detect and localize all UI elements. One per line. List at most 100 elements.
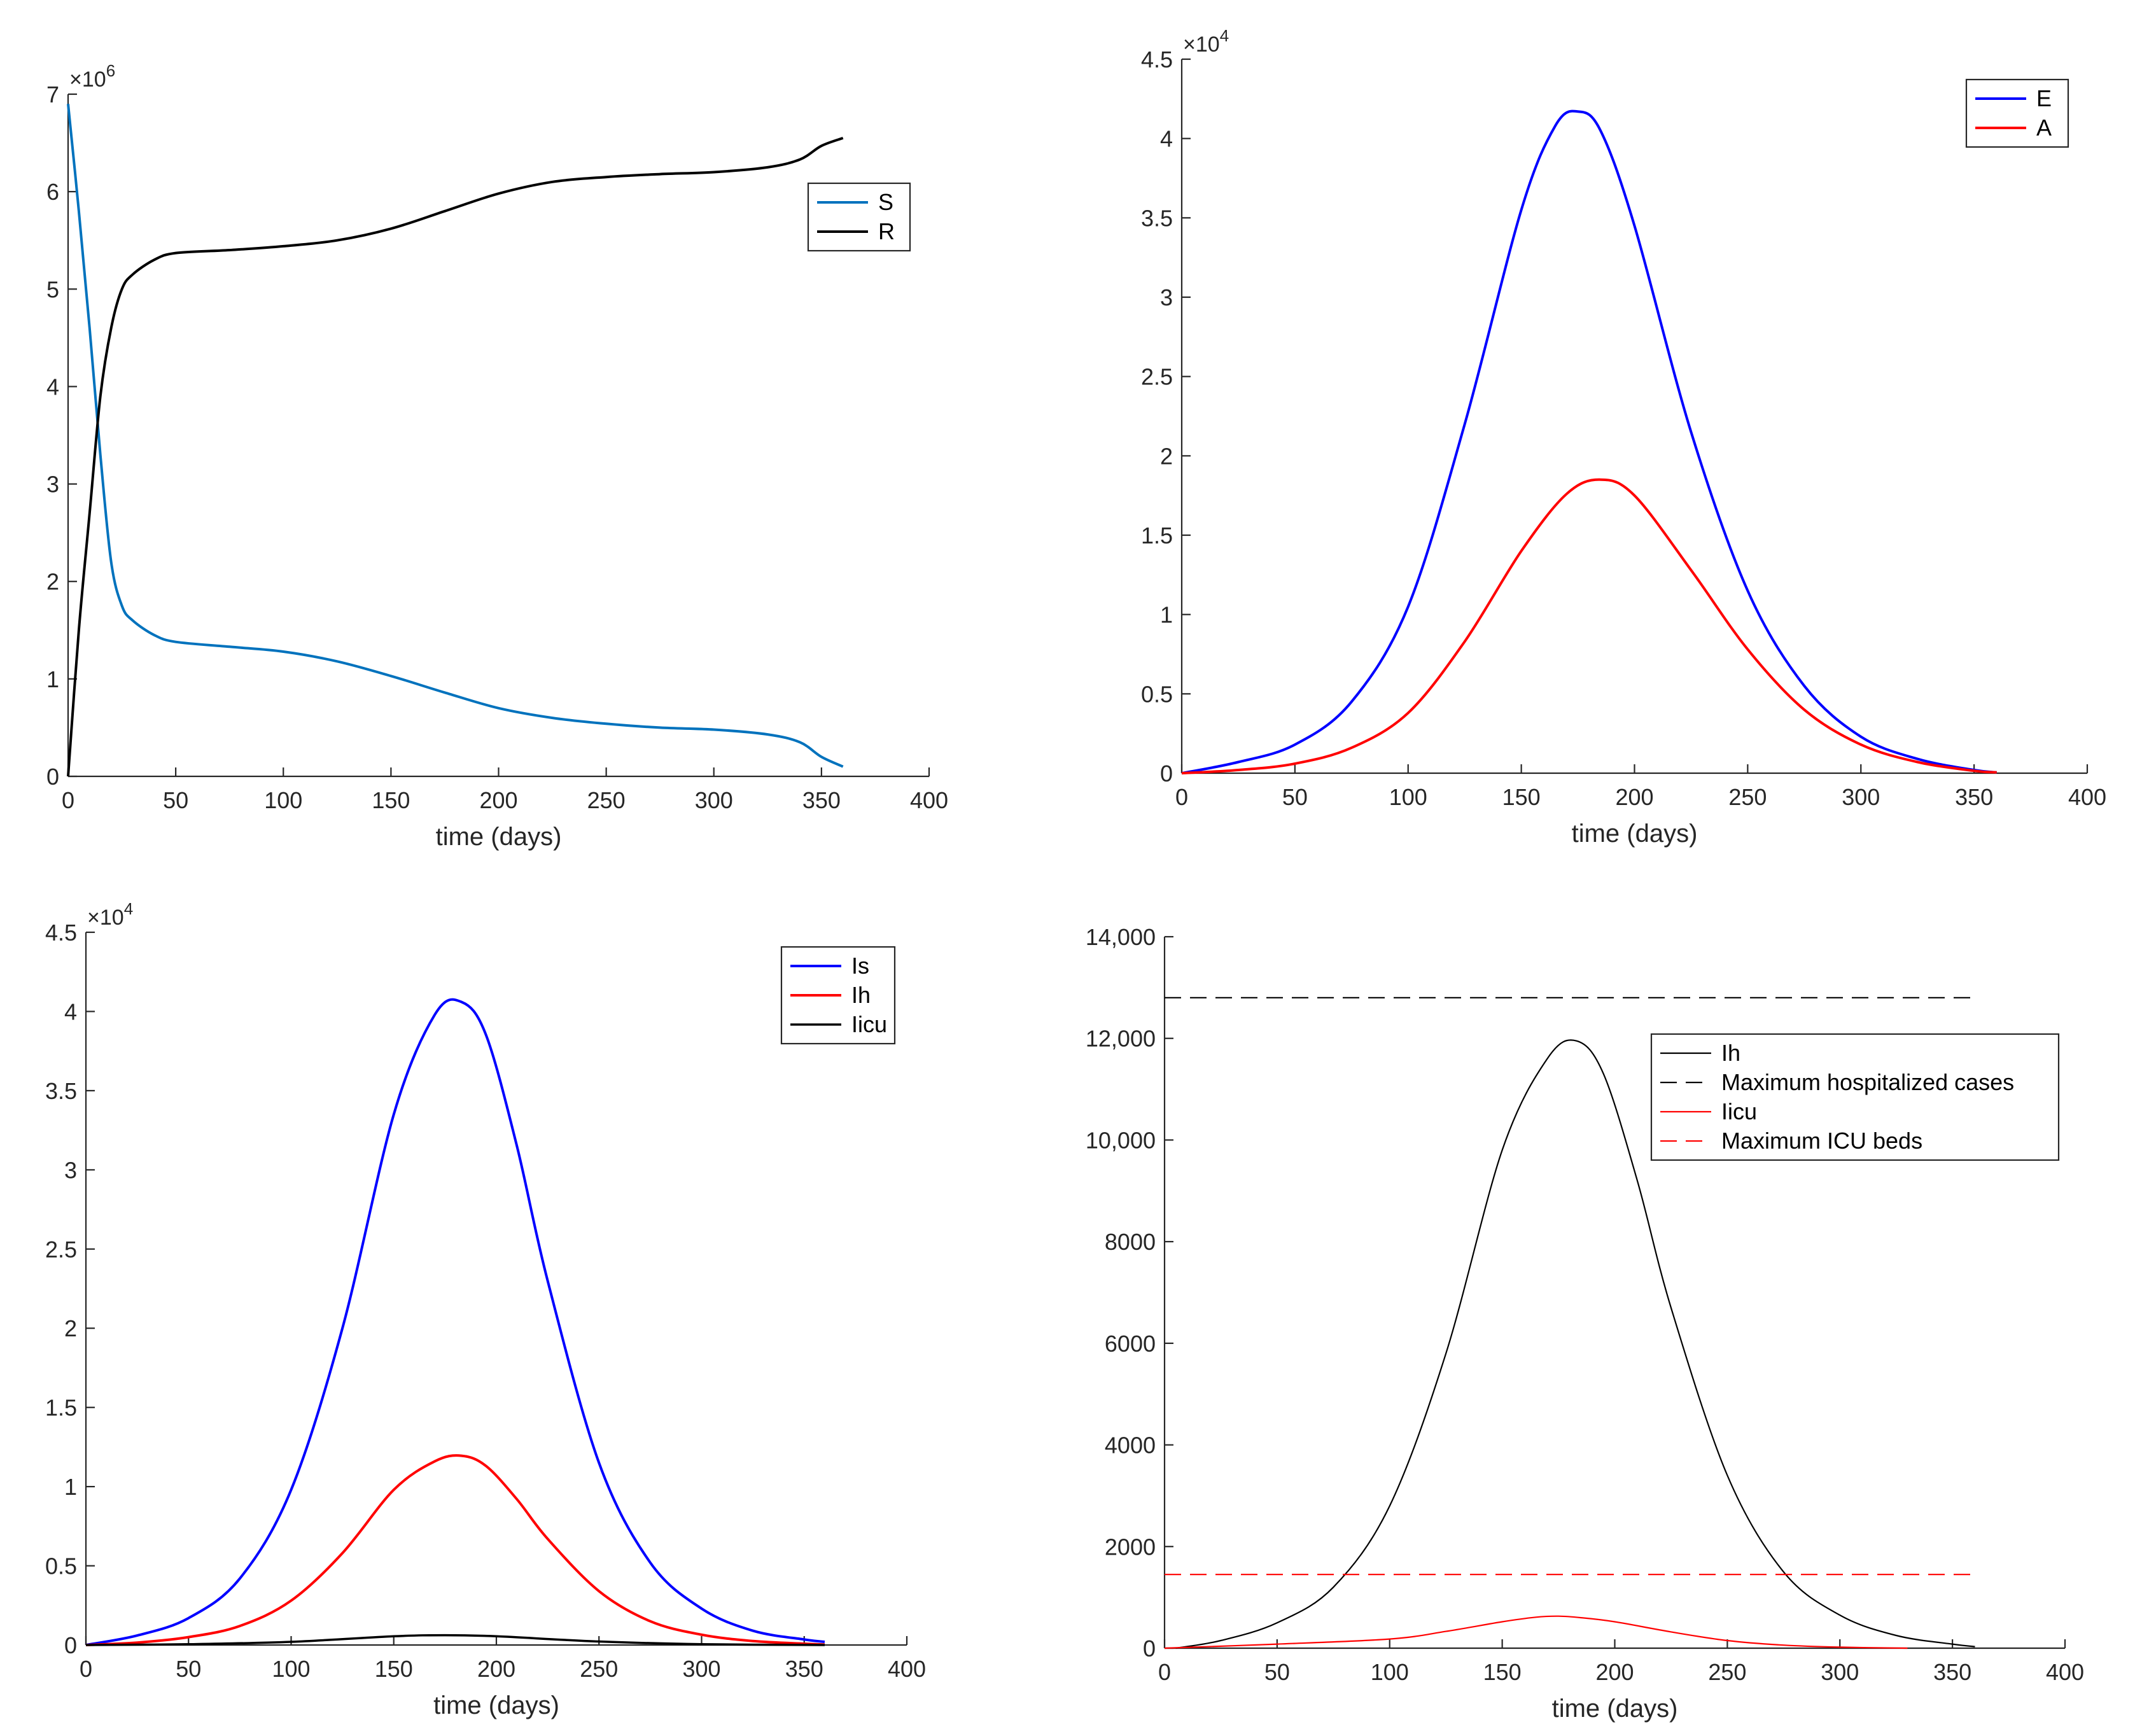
- x-tick-label: 100: [264, 787, 302, 813]
- legend-label: Maximum ICU beds: [1721, 1128, 1922, 1154]
- legend: Is Ih Iicu: [780, 946, 896, 1045]
- y-tick-label: 3.5: [45, 1078, 77, 1104]
- legend: Ih Maximum hospitalized cases Iicu Maximum …: [1650, 1033, 2060, 1161]
- x-tick-label: 250: [587, 787, 626, 813]
- x-tick-label: 150: [372, 787, 410, 813]
- y-tick-label: 4: [64, 998, 77, 1025]
- x-tick-label: 150: [1502, 784, 1541, 810]
- chart-panel-is-ih-iicu: 0 50 100 150 200 250 300 350 400 0 0.5 1 1.5 2 2.5 3 3.5…: [45, 899, 926, 1719]
- x-tick-label: 0: [80, 1656, 92, 1682]
- x-tick-label: 250: [1708, 1659, 1746, 1685]
- y-exponent-label: ×106: [69, 61, 115, 92]
- x-tick-label: 350: [1933, 1659, 1971, 1685]
- y-tick-label: 2: [1160, 443, 1173, 469]
- y-tick-label: 6000: [1105, 1331, 1156, 1357]
- x-tick-label: 50: [163, 787, 188, 813]
- legend-box: [807, 182, 911, 252]
- x-axis-label: time (days): [433, 1691, 559, 1719]
- series-line-a: [1181, 478, 1997, 774]
- x-tick-label: 400: [2046, 1659, 2084, 1685]
- y-tick-label: 5: [46, 276, 59, 302]
- series-line-iicu: [1164, 1615, 1908, 1649]
- y-tick-label: 1: [64, 1474, 77, 1500]
- y-exponent-base: ×10: [87, 906, 124, 930]
- legend-box: [1965, 78, 2069, 148]
- x-tick-label: 350: [1955, 784, 1993, 810]
- x-tick-label: 100: [272, 1656, 310, 1682]
- y-tick-label: 8000: [1105, 1229, 1156, 1255]
- x-tick-label: 100: [1389, 784, 1427, 810]
- y-tick-label: 1: [46, 666, 59, 692]
- series-line-is: [85, 998, 825, 1646]
- x-tick-label: 250: [1728, 784, 1767, 810]
- x-tick-label: 50: [1282, 784, 1308, 810]
- y-tick-label: 0: [64, 1632, 77, 1658]
- y-tick-label: 2.5: [45, 1236, 77, 1263]
- y-tick-label: 1.5: [45, 1395, 77, 1421]
- x-tick-label: 300: [682, 1656, 720, 1682]
- x-tick-label: 200: [477, 1656, 515, 1682]
- y-tick-label: 2: [46, 569, 59, 595]
- legend-label: Is: [851, 953, 869, 979]
- x-tick-label: 200: [1595, 1659, 1634, 1685]
- y-tick-label: 0.5: [1141, 681, 1173, 707]
- y-tick-label: 3: [64, 1157, 77, 1183]
- legend-label: Iicu: [851, 1011, 887, 1037]
- y-tick-label: 3: [1160, 284, 1173, 311]
- x-tick-label: 350: [785, 1656, 823, 1682]
- y-tick-label: 10,000: [1086, 1127, 1156, 1153]
- y-tick-label: 7: [46, 81, 59, 108]
- legend: EA: [1965, 78, 2069, 148]
- x-tick-label: 150: [1483, 1659, 1522, 1685]
- x-tick-label: 300: [1821, 1659, 1859, 1685]
- legend-label: Maximum hospitalized cases: [1721, 1069, 2014, 1095]
- x-tick-label: 0: [1175, 784, 1188, 810]
- x-tick-label: 300: [1842, 784, 1880, 810]
- y-tick-label: 2000: [1105, 1534, 1156, 1560]
- legend-label: S: [878, 189, 893, 215]
- chart-panel-hospital-capacity: 0 50 100 150 200 250 300 350 4000200040006000800…: [1086, 924, 2084, 1723]
- series-line-r: [67, 137, 844, 777]
- x-tick-label: 50: [176, 1656, 201, 1682]
- x-tick-label: 400: [2068, 784, 2106, 810]
- y-tick-label: 2: [64, 1315, 77, 1341]
- y-exponent-base: ×10: [69, 67, 106, 92]
- y-tick-label: 4: [1160, 126, 1173, 152]
- x-tick-label: 400: [888, 1656, 926, 1682]
- x-tick-label: 100: [1371, 1659, 1409, 1685]
- x-axis-label: time (days): [1572, 820, 1698, 848]
- y-tick-label: 14,000: [1086, 924, 1156, 950]
- y-exponent-power: 4: [1220, 26, 1229, 45]
- y-tick-label: 6: [46, 179, 59, 205]
- y-tick-label: 0: [46, 764, 59, 790]
- y-tick-label: 12,000: [1086, 1026, 1156, 1052]
- x-tick-label: 200: [479, 787, 517, 813]
- series-line-s: [67, 104, 844, 768]
- x-tick-label: 200: [1615, 784, 1653, 810]
- y-exponent-power: 4: [124, 899, 133, 918]
- y-exponent-label: ×104: [1183, 26, 1229, 57]
- x-tick-label: 350: [802, 787, 841, 813]
- y-exponent-base: ×10: [1183, 32, 1220, 57]
- y-tick-label: 4000: [1105, 1432, 1156, 1459]
- y-exponent-label: ×104: [87, 899, 133, 930]
- y-tick-label: 4: [46, 374, 59, 400]
- legend-label: E: [2036, 85, 2052, 111]
- y-tick-label: 4.5: [1141, 46, 1173, 73]
- series-line-ih: [85, 1454, 825, 1646]
- x-tick-label: 400: [910, 787, 948, 813]
- x-tick-label: 150: [375, 1656, 413, 1682]
- chart-panel-s-r: 0 50 100 150 200 250 300 350 40001234567×106time…: [46, 61, 948, 851]
- legend: SR: [807, 182, 911, 252]
- y-tick-label: 2.5: [1141, 364, 1173, 390]
- x-axis-label: time (days): [1552, 1695, 1678, 1723]
- legend-label: Iicu: [1721, 1098, 1757, 1124]
- y-tick-label: 4.5: [45, 920, 77, 946]
- x-tick-label: 0: [1158, 1659, 1171, 1685]
- x-tick-label: 0: [62, 787, 74, 813]
- y-exponent-power: 6: [106, 61, 115, 80]
- series-line-ih: [1175, 1039, 1975, 1649]
- y-tick-label: 3.5: [1141, 205, 1173, 231]
- y-tick-label: 0: [1143, 1635, 1156, 1662]
